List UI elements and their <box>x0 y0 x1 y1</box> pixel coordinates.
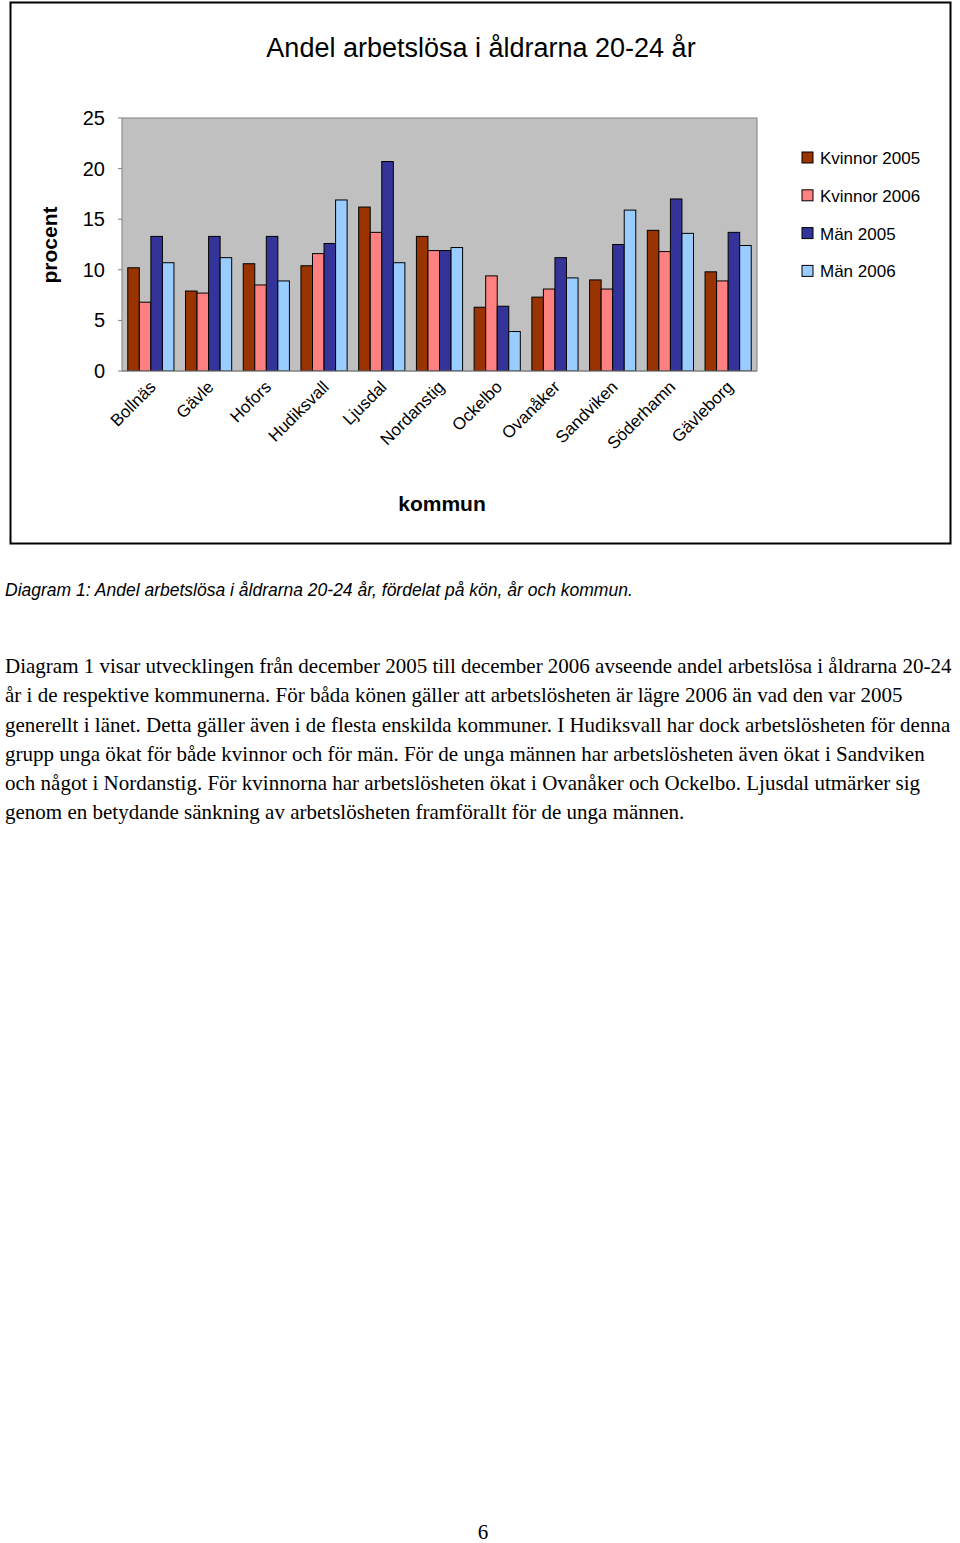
bar <box>659 252 671 371</box>
bar <box>370 232 382 371</box>
bar <box>740 246 752 371</box>
bar <box>682 233 694 371</box>
body-text: Diagram 1 visar utvecklingen från decemb… <box>5 652 957 828</box>
bar <box>209 236 221 371</box>
caption: Diagram 1: Andel arbetslösa i åldrarna 2… <box>5 580 955 601</box>
bar <box>301 266 313 371</box>
y-tick-label: 25 <box>83 107 105 129</box>
bar <box>336 200 348 371</box>
bar <box>266 236 278 371</box>
bar <box>451 248 463 371</box>
bar <box>313 254 325 371</box>
bar <box>243 264 255 371</box>
bar <box>590 280 602 371</box>
legend: Kvinnor 2005 Kvinnor 2006 Män 2005 Män 2006 <box>802 149 920 281</box>
bar <box>509 332 521 371</box>
x-tick-label: Ljusdal <box>339 377 391 429</box>
bar <box>139 302 151 371</box>
y-tick <box>118 219 122 220</box>
bar <box>255 285 267 371</box>
y-tick <box>118 168 122 169</box>
legend-swatch <box>802 152 813 163</box>
bar <box>416 236 428 371</box>
bar <box>555 258 567 371</box>
legend-label: Kvinnor 2006 <box>820 187 920 206</box>
x-tick-label: Hudiksvall <box>265 377 333 445</box>
bar <box>474 307 486 371</box>
y-axis-label: procent <box>38 206 61 283</box>
bar <box>359 207 371 371</box>
y-tick <box>118 118 122 119</box>
bar <box>717 281 729 371</box>
y-tick <box>118 371 122 372</box>
x-tick-label: Söderhamn <box>604 377 680 453</box>
x-axis-label: kommun <box>398 492 486 515</box>
x-tick-label: Gävleborg <box>668 377 737 446</box>
bar <box>613 245 625 372</box>
y-tick <box>118 320 122 321</box>
legend-swatch <box>802 190 813 201</box>
legend-label: Män 2006 <box>820 262 896 281</box>
bar <box>428 251 440 371</box>
chart: Andel arbetslösa i åldrarna 20-24 år proc… <box>0 0 960 560</box>
bar <box>151 236 163 371</box>
bar <box>278 281 290 371</box>
bar <box>220 258 232 371</box>
y-tick <box>118 269 122 270</box>
bar <box>728 232 740 371</box>
bar <box>601 289 613 371</box>
bars <box>128 162 751 371</box>
bar <box>382 162 394 371</box>
bar <box>440 251 452 371</box>
bar <box>543 289 555 371</box>
y-tick-label: 20 <box>83 158 105 180</box>
legend-swatch <box>802 265 813 276</box>
legend-label: Män 2005 <box>820 225 896 244</box>
x-tick-label: Bollnäs <box>107 377 160 430</box>
chart-title: Andel arbetslösa i åldrarna 20-24 år <box>266 33 695 63</box>
bar <box>128 268 140 371</box>
y-tick-label: 5 <box>94 309 105 331</box>
chart-frame <box>11 3 951 544</box>
bar <box>532 297 544 371</box>
bar <box>324 243 336 371</box>
x-tick-label: Gävle <box>173 377 218 422</box>
bar <box>186 291 198 371</box>
x-axis-line <box>122 371 757 372</box>
legend-label: Kvinnor 2005 <box>820 149 920 168</box>
bar <box>670 199 682 371</box>
bar <box>624 210 636 371</box>
bar <box>497 306 509 371</box>
plot-area <box>122 118 757 371</box>
x-tick-label: Ockelbo <box>449 377 507 435</box>
bar <box>647 230 659 371</box>
bar <box>197 293 209 371</box>
legend-swatch <box>802 228 813 239</box>
bar <box>567 278 579 371</box>
bar <box>486 276 498 371</box>
x-tick-label: Nordanstig <box>377 377 449 449</box>
page-number: 6 <box>0 1520 960 1543</box>
bar <box>162 263 174 371</box>
y-tick-label: 10 <box>83 259 105 281</box>
x-tick-label: Hofors <box>226 377 275 426</box>
y-tick-label: 0 <box>94 360 105 382</box>
bar <box>393 263 405 371</box>
y-tick-label: 15 <box>83 208 105 230</box>
bar <box>705 272 717 371</box>
